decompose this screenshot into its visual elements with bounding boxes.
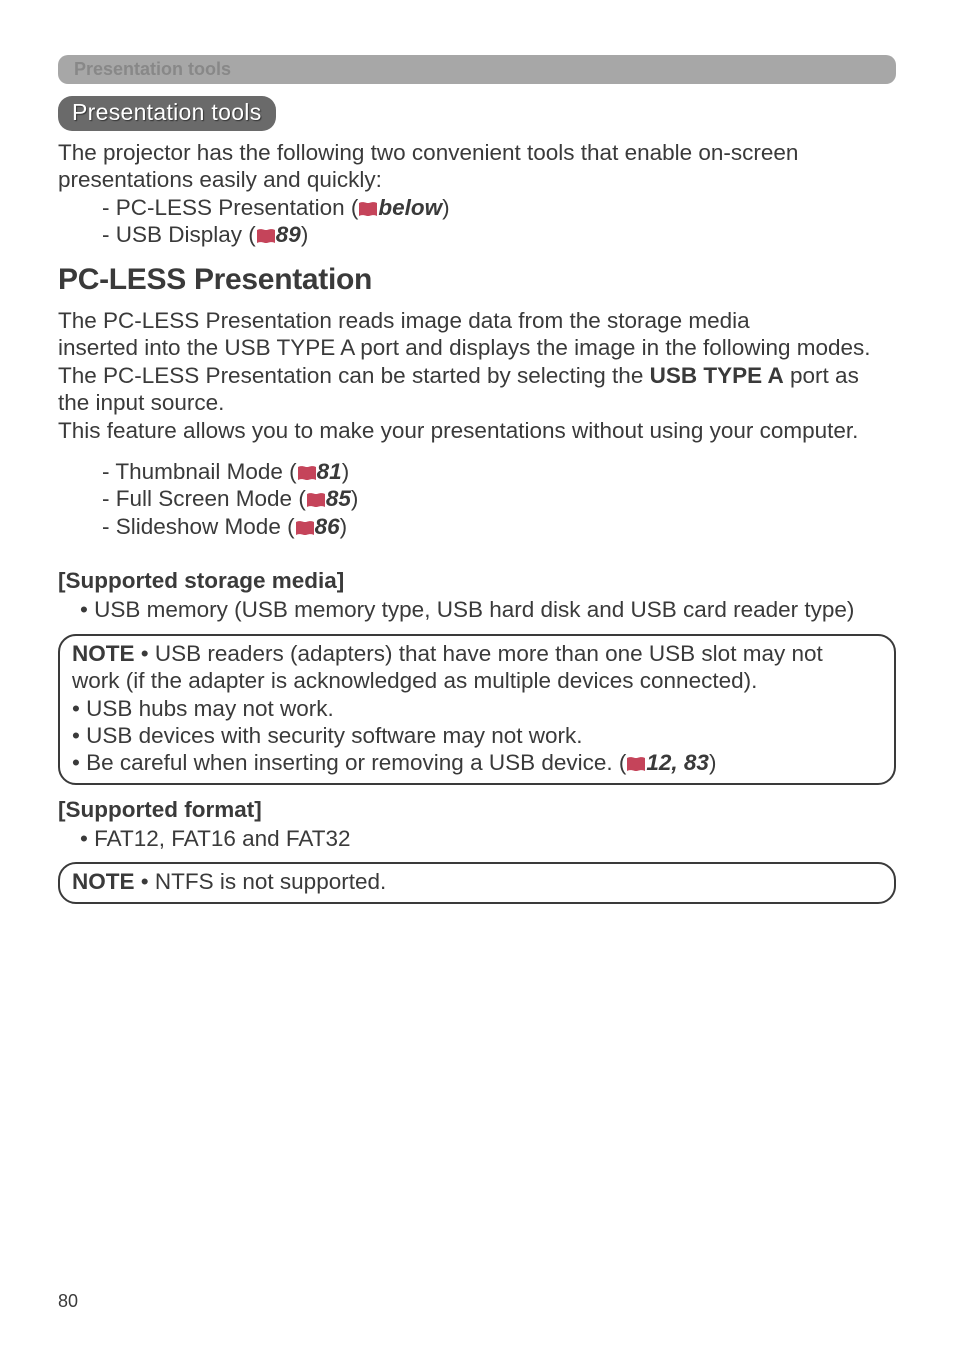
note1-line4: • USB devices with security software may… — [72, 723, 583, 748]
note1-line1: • USB readers (adapters) that have more … — [135, 641, 823, 666]
supported-storage-heading: [Supported storage media] — [58, 568, 896, 594]
close-paren-3: ) — [342, 459, 350, 484]
book-icon — [358, 201, 378, 217]
note-box-2: NOTE • NTFS is not supported. — [58, 862, 896, 903]
section-heading: PC-LESS Presentation — [58, 263, 896, 297]
usb-type-a-bold: USB TYPE A — [650, 363, 784, 388]
book-icon — [297, 465, 317, 481]
para-line: This feature allows you to make your pre… — [58, 418, 858, 443]
close-paren-4: ) — [351, 486, 359, 511]
intro-paragraph: The projector has the following two conv… — [58, 139, 896, 249]
intro-item-2-ref: 89 — [276, 222, 301, 247]
mode-list: - Thumbnail Mode ( 81) - Full Screen Mode… — [58, 458, 896, 540]
title-pill: Presentation tools — [58, 96, 276, 131]
storage-bullet: • USB memory (USB memory type, USB hard … — [58, 596, 896, 623]
intro-item-1-ref: below — [378, 195, 442, 220]
intro-line-1: The projector has the following two conv… — [58, 140, 798, 165]
note1-line2: work (if the adapter is acknowledged as … — [72, 668, 757, 693]
book-icon — [306, 492, 326, 508]
note2-text: • NTFS is not supported. — [135, 869, 387, 894]
supported-format-heading: [Supported format] — [58, 797, 896, 823]
note1-ref: 12, 83 — [646, 750, 709, 775]
mode-2-ref: 85 — [326, 486, 351, 511]
para-line: The PC-LESS Presentation reads image dat… — [58, 308, 750, 333]
note1-line5a: • Be careful when inserting or removing … — [72, 750, 626, 775]
note-label: NOTE — [72, 641, 135, 666]
intro-item-2-text: - USB Display ( — [102, 222, 256, 247]
title-pill-text: Presentation tools — [72, 99, 262, 125]
format-bullet: • FAT12, FAT16 and FAT32 — [58, 825, 896, 852]
close-paren-5: ) — [340, 514, 348, 539]
section-header-text: Presentation tools — [74, 59, 231, 79]
mode-item-2: - Full Screen Mode ( — [102, 486, 306, 511]
para-line: the input source. — [58, 390, 224, 415]
intro-line-2: presentations easily and quickly: — [58, 167, 382, 192]
note-box-1: NOTE • USB readers (adapters) that have … — [58, 634, 896, 785]
note1-line3: • USB hubs may not work. — [72, 696, 334, 721]
mode-item-1: - Thumbnail Mode ( — [102, 459, 297, 484]
close-paren-1: ) — [442, 195, 450, 220]
mode-item-3: - Slideshow Mode ( — [102, 514, 295, 539]
para-line: The PC-LESS Presentation can be started … — [58, 363, 650, 388]
section-header-bar: Presentation tools — [58, 55, 896, 84]
para-line: port as — [784, 363, 859, 388]
mode-1-ref: 81 — [317, 459, 342, 484]
intro-item-1-text: - PC-LESS Presentation ( — [102, 195, 358, 220]
book-icon — [626, 756, 646, 772]
book-icon — [256, 228, 276, 244]
mode-3-ref: 86 — [315, 514, 340, 539]
para-line: inserted into the USB TYPE A port and di… — [58, 335, 871, 360]
page-number: 80 — [58, 1291, 78, 1312]
main-paragraph: The PC-LESS Presentation reads image dat… — [58, 307, 896, 444]
book-icon — [295, 520, 315, 536]
close-paren-6: ) — [709, 750, 717, 775]
close-paren-2: ) — [301, 222, 309, 247]
note-label: NOTE — [72, 869, 135, 894]
